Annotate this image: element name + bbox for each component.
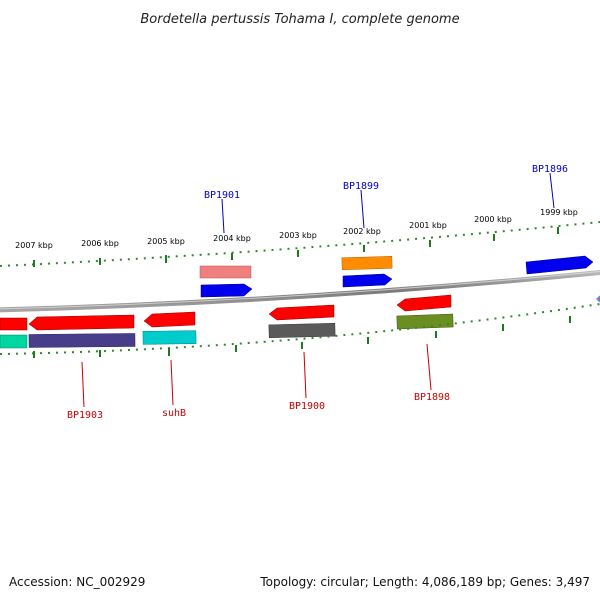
gene-label-suhB[interactable]: suhB bbox=[162, 408, 186, 419]
tick-label-2005: 2005 kbp bbox=[147, 237, 185, 246]
feature-red-left-edge[interactable] bbox=[0, 317, 28, 331]
map-title: Bordetella pertussis Tohama I, complete … bbox=[140, 12, 459, 27]
inner-scale-ring bbox=[0, 303, 600, 358]
tick-label-2007: 2007 kbp bbox=[15, 241, 53, 250]
gene-label-BP1900[interactable]: BP1900 bbox=[289, 401, 325, 412]
gene-label-BP1901[interactable]: BP1901 bbox=[204, 190, 240, 201]
gene-labels: BP1901 BP1899 BP1896 BP1903 suhB BP1900 … bbox=[67, 164, 568, 421]
feature-orange[interactable] bbox=[341, 256, 393, 270]
tick-label-1999: 1999 kbp bbox=[540, 208, 578, 217]
feature-slate-blue[interactable] bbox=[28, 333, 136, 348]
gene-leader-lines bbox=[81, 172, 555, 408]
tick-label-2004: 2004 kbp bbox=[213, 234, 251, 243]
genome-summary-text: Topology: circular; Length: 4,086,189 bp… bbox=[259, 575, 590, 589]
accession-text: Accession: NC_002929 bbox=[9, 575, 145, 589]
feature-teal-left-edge[interactable] bbox=[0, 334, 28, 349]
tick-label-2006: 2006 kbp bbox=[81, 239, 119, 248]
gene-BP1901-feature[interactable] bbox=[200, 283, 253, 298]
feature-cyan[interactable] bbox=[142, 330, 197, 345]
genome-backbone bbox=[0, 269, 600, 313]
gene-BP1900-feature[interactable] bbox=[268, 304, 335, 321]
feature-salmon[interactable] bbox=[199, 265, 252, 279]
gene-suhB-feature[interactable] bbox=[143, 311, 196, 328]
gene-BP1898-feature[interactable] bbox=[396, 294, 452, 312]
forward-strand-features bbox=[199, 255, 594, 298]
tick-label-2003: 2003 kbp bbox=[279, 231, 317, 240]
tick-label-2000: 2000 kbp bbox=[474, 215, 512, 224]
feature-edge-partial bbox=[595, 295, 600, 303]
feature-olive[interactable] bbox=[396, 313, 454, 330]
feature-gray[interactable] bbox=[268, 322, 336, 339]
tick-label-2002: 2002 kbp bbox=[343, 227, 381, 236]
gene-label-BP1899[interactable]: BP1899 bbox=[343, 181, 379, 192]
outer-scale-ring bbox=[0, 221, 600, 267]
gene-BP1903-feature[interactable] bbox=[28, 314, 135, 331]
gene-label-BP1896[interactable]: BP1896 bbox=[532, 164, 568, 175]
reverse-strand-features bbox=[0, 294, 454, 349]
outer-major-ticks bbox=[33, 227, 559, 267]
scale-labels: 2007 kbp 2006 kbp 2005 kbp 2004 kbp 2003… bbox=[15, 208, 578, 250]
tick-label-2001: 2001 kbp bbox=[409, 221, 447, 230]
gene-label-BP1903[interactable]: BP1903 bbox=[67, 410, 103, 421]
gene-BP1899-feature[interactable] bbox=[342, 273, 393, 288]
gene-BP1896-feature[interactable] bbox=[525, 255, 594, 275]
inner-major-ticks bbox=[33, 316, 571, 358]
gene-label-BP1898[interactable]: BP1898 bbox=[414, 392, 450, 403]
